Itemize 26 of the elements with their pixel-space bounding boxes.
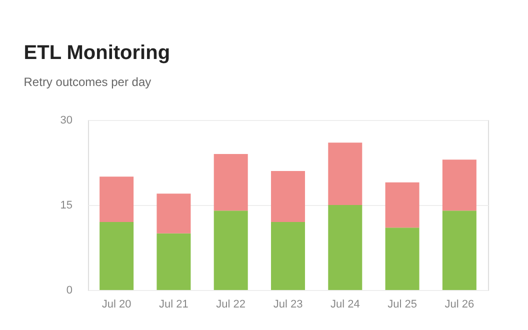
bar [328,205,362,290]
chart-subtitle: Retry outcomes per day [24,75,152,89]
bar [328,142,362,205]
bar [442,210,476,290]
x-tick-label: Jul 22 [216,298,246,310]
bar [156,233,191,290]
y-tick-label: 30 [60,114,72,126]
bar [385,228,420,290]
bar [214,154,248,211]
bar [100,222,134,290]
bar [156,194,191,234]
bar [214,210,248,290]
x-tick-label: Jul 20 [102,298,132,310]
bar [442,160,476,211]
x-tick-label: Jul 23 [273,298,303,310]
x-tick-label: Jul 25 [388,298,417,310]
chart-title: ETL Monitoring [24,42,170,64]
x-tick-label: Jul 26 [444,298,474,310]
y-tick-label: 0 [66,284,72,296]
bar [385,182,420,228]
bar [271,171,305,222]
bar [100,176,134,222]
bar [271,222,305,290]
y-tick-label: 15 [60,200,72,212]
x-tick-label: Jul 21 [159,298,188,310]
x-tick-label: Jul 24 [330,298,360,310]
